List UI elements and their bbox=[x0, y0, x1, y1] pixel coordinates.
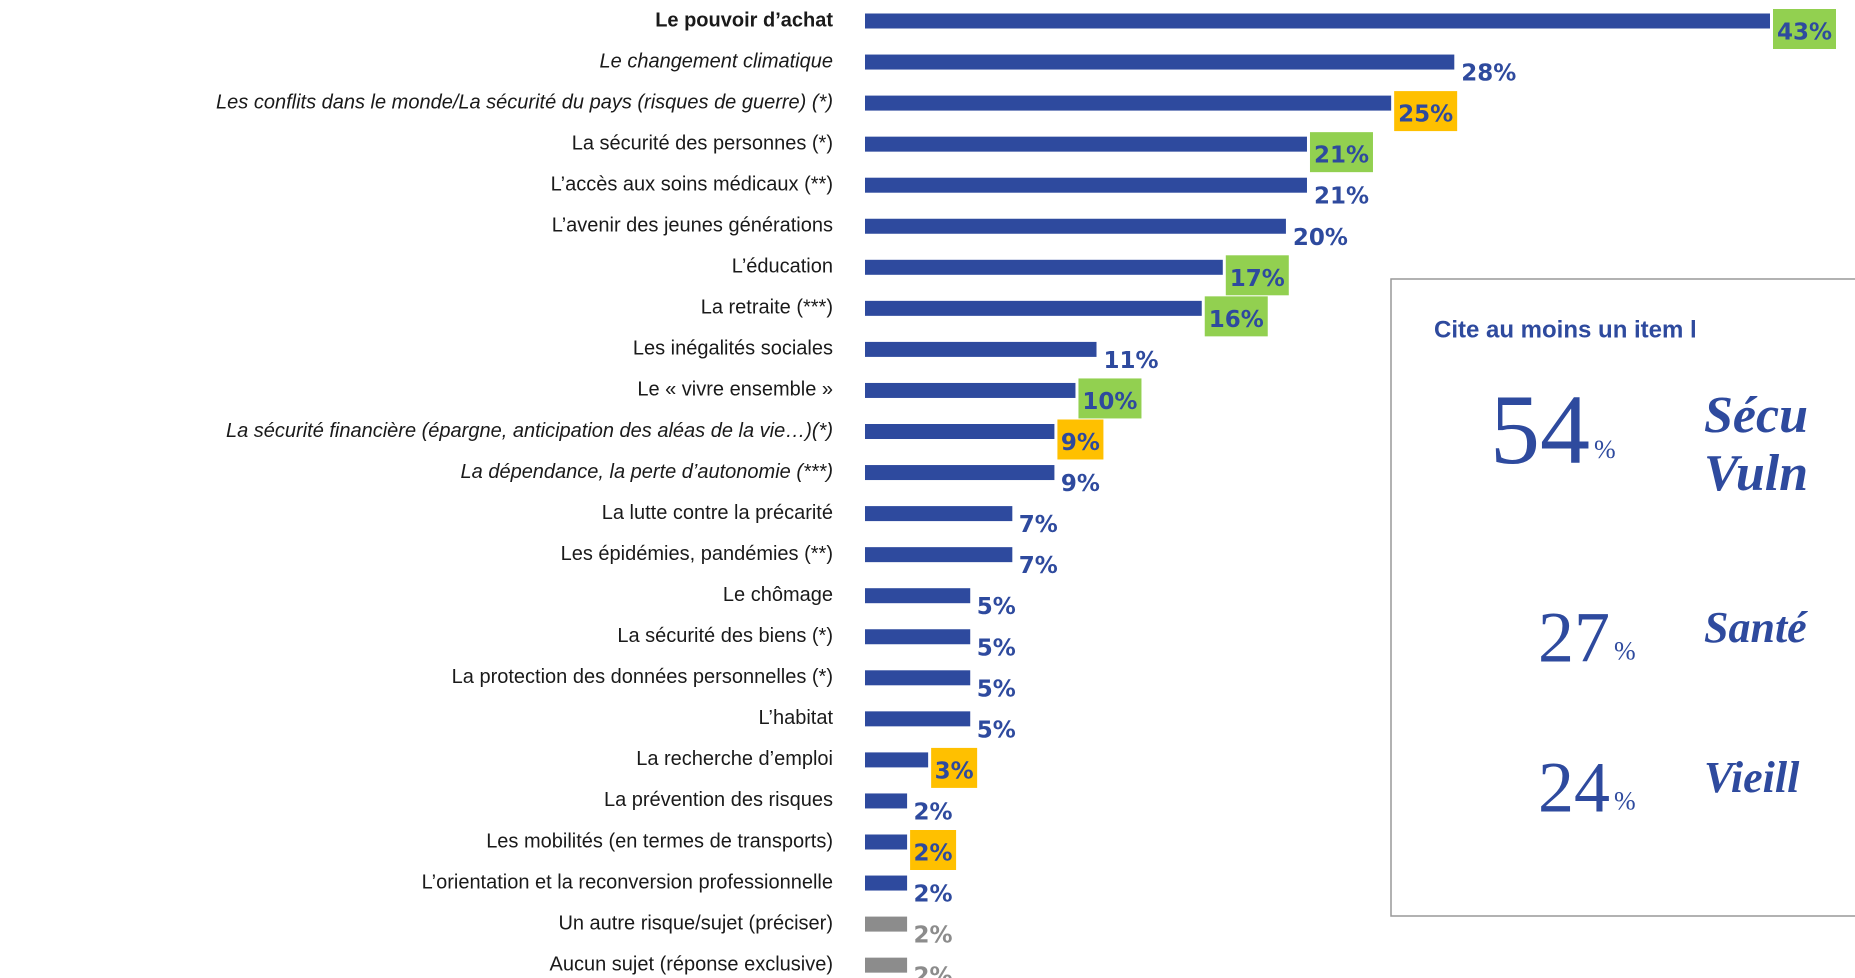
label-highlight bbox=[931, 747, 978, 788]
category-label: L’éducation bbox=[732, 256, 833, 278]
callout-unit: % bbox=[1614, 637, 1636, 666]
bar bbox=[865, 752, 929, 768]
bar bbox=[865, 875, 908, 891]
callout-unit: % bbox=[1594, 435, 1616, 464]
category-label: Le changement climatique bbox=[600, 50, 833, 72]
category-label: La retraite (***) bbox=[701, 297, 833, 319]
value-label: 7% bbox=[1019, 512, 1058, 538]
value-label: 2% bbox=[914, 923, 953, 949]
bar bbox=[865, 54, 1455, 70]
value-label: 2% bbox=[914, 882, 953, 908]
value-label: 7% bbox=[1019, 553, 1058, 579]
value-label: 28% bbox=[1461, 61, 1516, 87]
value-label: 43% bbox=[1777, 20, 1832, 46]
bar bbox=[865, 547, 1013, 563]
bar bbox=[865, 382, 1076, 398]
value-label: 25% bbox=[1398, 102, 1453, 128]
bar bbox=[865, 588, 971, 604]
value-label: 16% bbox=[1209, 307, 1264, 333]
category-label: Les inégalités sociales bbox=[633, 338, 833, 360]
category-label: Le « vivre ensemble » bbox=[637, 379, 833, 401]
label-highlight bbox=[910, 830, 957, 870]
category-label: Le pouvoir d’achat bbox=[655, 9, 833, 31]
value-label: 17% bbox=[1230, 266, 1285, 292]
category-label: Le chômage bbox=[723, 584, 833, 606]
value-label: 21% bbox=[1314, 143, 1369, 169]
value-label: 5% bbox=[977, 717, 1016, 743]
label-highlight bbox=[1309, 132, 1373, 173]
label-highlight bbox=[1057, 419, 1104, 460]
bar bbox=[865, 629, 971, 645]
category-label: La prévention des risques bbox=[604, 789, 833, 811]
bar bbox=[865, 136, 1307, 152]
value-label: 9% bbox=[1061, 430, 1100, 456]
category-label: L’accès aux soins médicaux (**) bbox=[551, 173, 833, 195]
bar bbox=[865, 916, 908, 932]
value-label: 2% bbox=[914, 964, 953, 978]
bar bbox=[865, 711, 971, 727]
category-label: Les mobilités (en termes de transports) bbox=[486, 830, 833, 852]
bar bbox=[865, 793, 908, 809]
callout-text: Vuln bbox=[1704, 445, 1808, 502]
category-label: La sécurité des biens (*) bbox=[617, 625, 833, 647]
category-label: La lutte contre la précarité bbox=[602, 502, 833, 524]
callout-text: Sécu bbox=[1704, 387, 1808, 444]
callout-value: 54 bbox=[1490, 374, 1590, 485]
bar bbox=[865, 300, 1202, 316]
bar bbox=[865, 424, 1055, 439]
label-highlight bbox=[1204, 296, 1268, 337]
value-label: 9% bbox=[1061, 471, 1100, 497]
bar bbox=[865, 259, 1223, 275]
callout-text: Santé bbox=[1704, 603, 1808, 652]
value-label: 3% bbox=[935, 758, 974, 784]
bar bbox=[865, 465, 1055, 481]
category-label: La protection des données personnelles (… bbox=[452, 666, 833, 688]
label-highlight bbox=[1394, 91, 1458, 132]
bar bbox=[865, 506, 1013, 522]
category-label: La sécurité des personnes (*) bbox=[572, 132, 833, 154]
category-label: Un autre risque/sujet (préciser) bbox=[558, 912, 833, 934]
category-label: L’orientation et la reconversion profess… bbox=[422, 871, 833, 893]
callout-box bbox=[1390, 278, 1855, 917]
bar bbox=[865, 95, 1392, 111]
value-label: 10% bbox=[1082, 389, 1137, 415]
callout-text: Vieill bbox=[1704, 753, 1800, 802]
label-highlight bbox=[1225, 255, 1289, 296]
bar bbox=[865, 957, 908, 973]
callout-unit: % bbox=[1614, 787, 1636, 816]
bar bbox=[865, 834, 908, 850]
value-label: 21% bbox=[1314, 184, 1369, 210]
callout-title: Cite au moins un item l bbox=[1434, 316, 1697, 343]
bar bbox=[865, 177, 1307, 193]
category-label: Les épidémies, pandémies (**) bbox=[561, 543, 833, 565]
label-highlight bbox=[1078, 378, 1142, 419]
value-label: 5% bbox=[977, 594, 1016, 620]
category-label: La recherche d’emploi bbox=[636, 748, 833, 770]
category-label: La dépendance, la perte d’autonomie (***… bbox=[461, 461, 833, 483]
category-label: La sécurité financière (épargne, anticip… bbox=[226, 420, 833, 442]
bar bbox=[865, 13, 1770, 29]
label-highlight bbox=[1773, 9, 1836, 49]
category-label: Les conflits dans le monde/La sécurité d… bbox=[216, 91, 833, 113]
callout-value: 24 bbox=[1538, 748, 1610, 828]
callout-value: 27 bbox=[1538, 598, 1610, 678]
value-label: 5% bbox=[977, 676, 1016, 702]
value-label: 2% bbox=[914, 841, 953, 867]
bar bbox=[865, 670, 971, 686]
category-label: Aucun sujet (réponse exclusive) bbox=[550, 953, 833, 975]
value-label: 5% bbox=[977, 635, 1016, 661]
bar bbox=[865, 218, 1286, 234]
value-label: 11% bbox=[1103, 348, 1158, 374]
value-label: 20% bbox=[1293, 225, 1348, 251]
bar bbox=[865, 341, 1097, 357]
value-label: 2% bbox=[914, 799, 953, 825]
category-label: L’habitat bbox=[758, 707, 833, 729]
category-label: L’avenir des jeunes générations bbox=[552, 215, 833, 237]
